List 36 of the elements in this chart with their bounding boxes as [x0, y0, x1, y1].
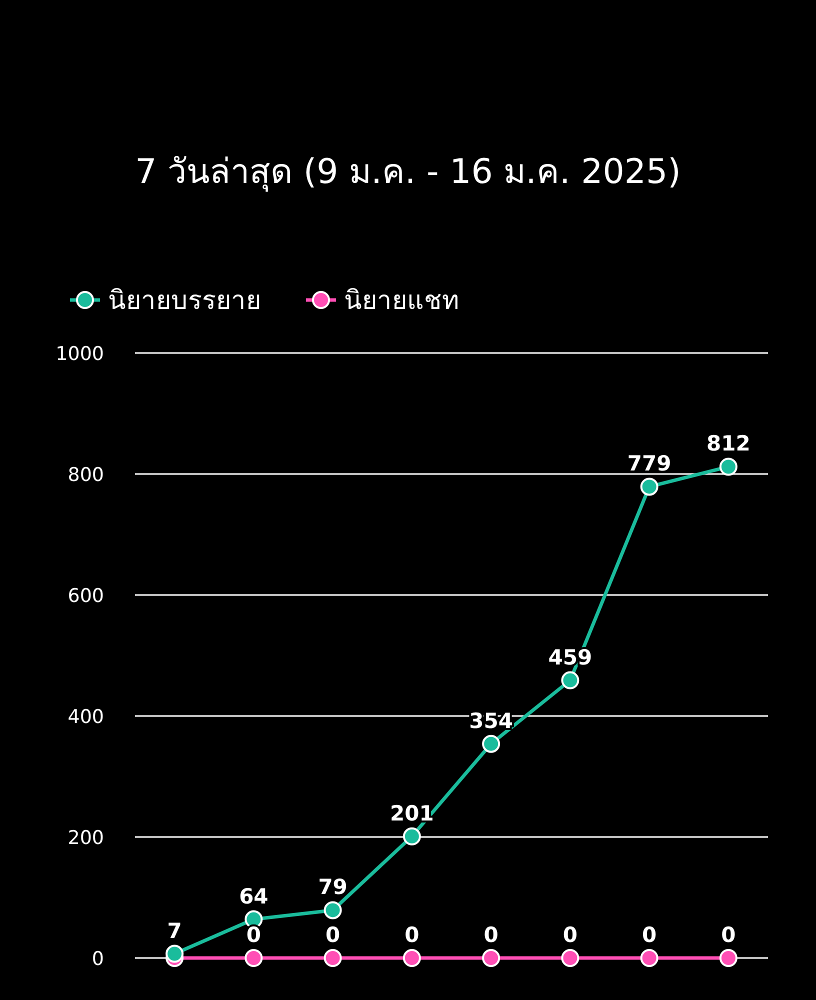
data-label: 0 — [246, 923, 261, 947]
point — [166, 944, 184, 963]
point — [402, 827, 421, 846]
data-label: 0 — [721, 923, 736, 947]
point — [402, 949, 421, 967]
data-label: 779 — [627, 452, 672, 476]
point — [561, 671, 580, 690]
y-tick-label: 400 — [68, 706, 104, 728]
y-tick-label: 200 — [68, 827, 104, 849]
data-label: 79 — [318, 875, 348, 900]
data-label: 354 — [469, 708, 513, 733]
y-tick-label: 800 — [68, 464, 104, 486]
legend-label: นิยายแชท — [344, 286, 459, 316]
data-label: 0 — [326, 923, 340, 947]
data-label: 0 — [562, 923, 578, 947]
data-label: 812 — [706, 432, 750, 456]
point — [719, 949, 738, 967]
chart-title: 7 วันล่าสุด (9 ม.ค. - 16 ม.ค. 2025) — [135, 152, 681, 192]
y-tick-label: 600 — [68, 585, 104, 607]
legend-label: นิยายบรรยาย — [108, 286, 261, 316]
point — [719, 458, 738, 476]
point — [482, 734, 500, 753]
point — [324, 901, 342, 920]
data-label: 7 — [167, 918, 182, 943]
data-label: 0 — [404, 923, 420, 947]
point — [482, 949, 500, 967]
point — [324, 949, 342, 967]
data-label: 64 — [239, 884, 268, 908]
y-tick-label: 1000 — [56, 343, 104, 365]
point — [561, 949, 580, 967]
data-label: 0 — [642, 923, 657, 947]
point — [640, 949, 658, 967]
point — [244, 949, 263, 967]
y-tick-label: 0 — [92, 948, 104, 970]
data-label: 0 — [484, 923, 498, 947]
point — [640, 478, 658, 496]
